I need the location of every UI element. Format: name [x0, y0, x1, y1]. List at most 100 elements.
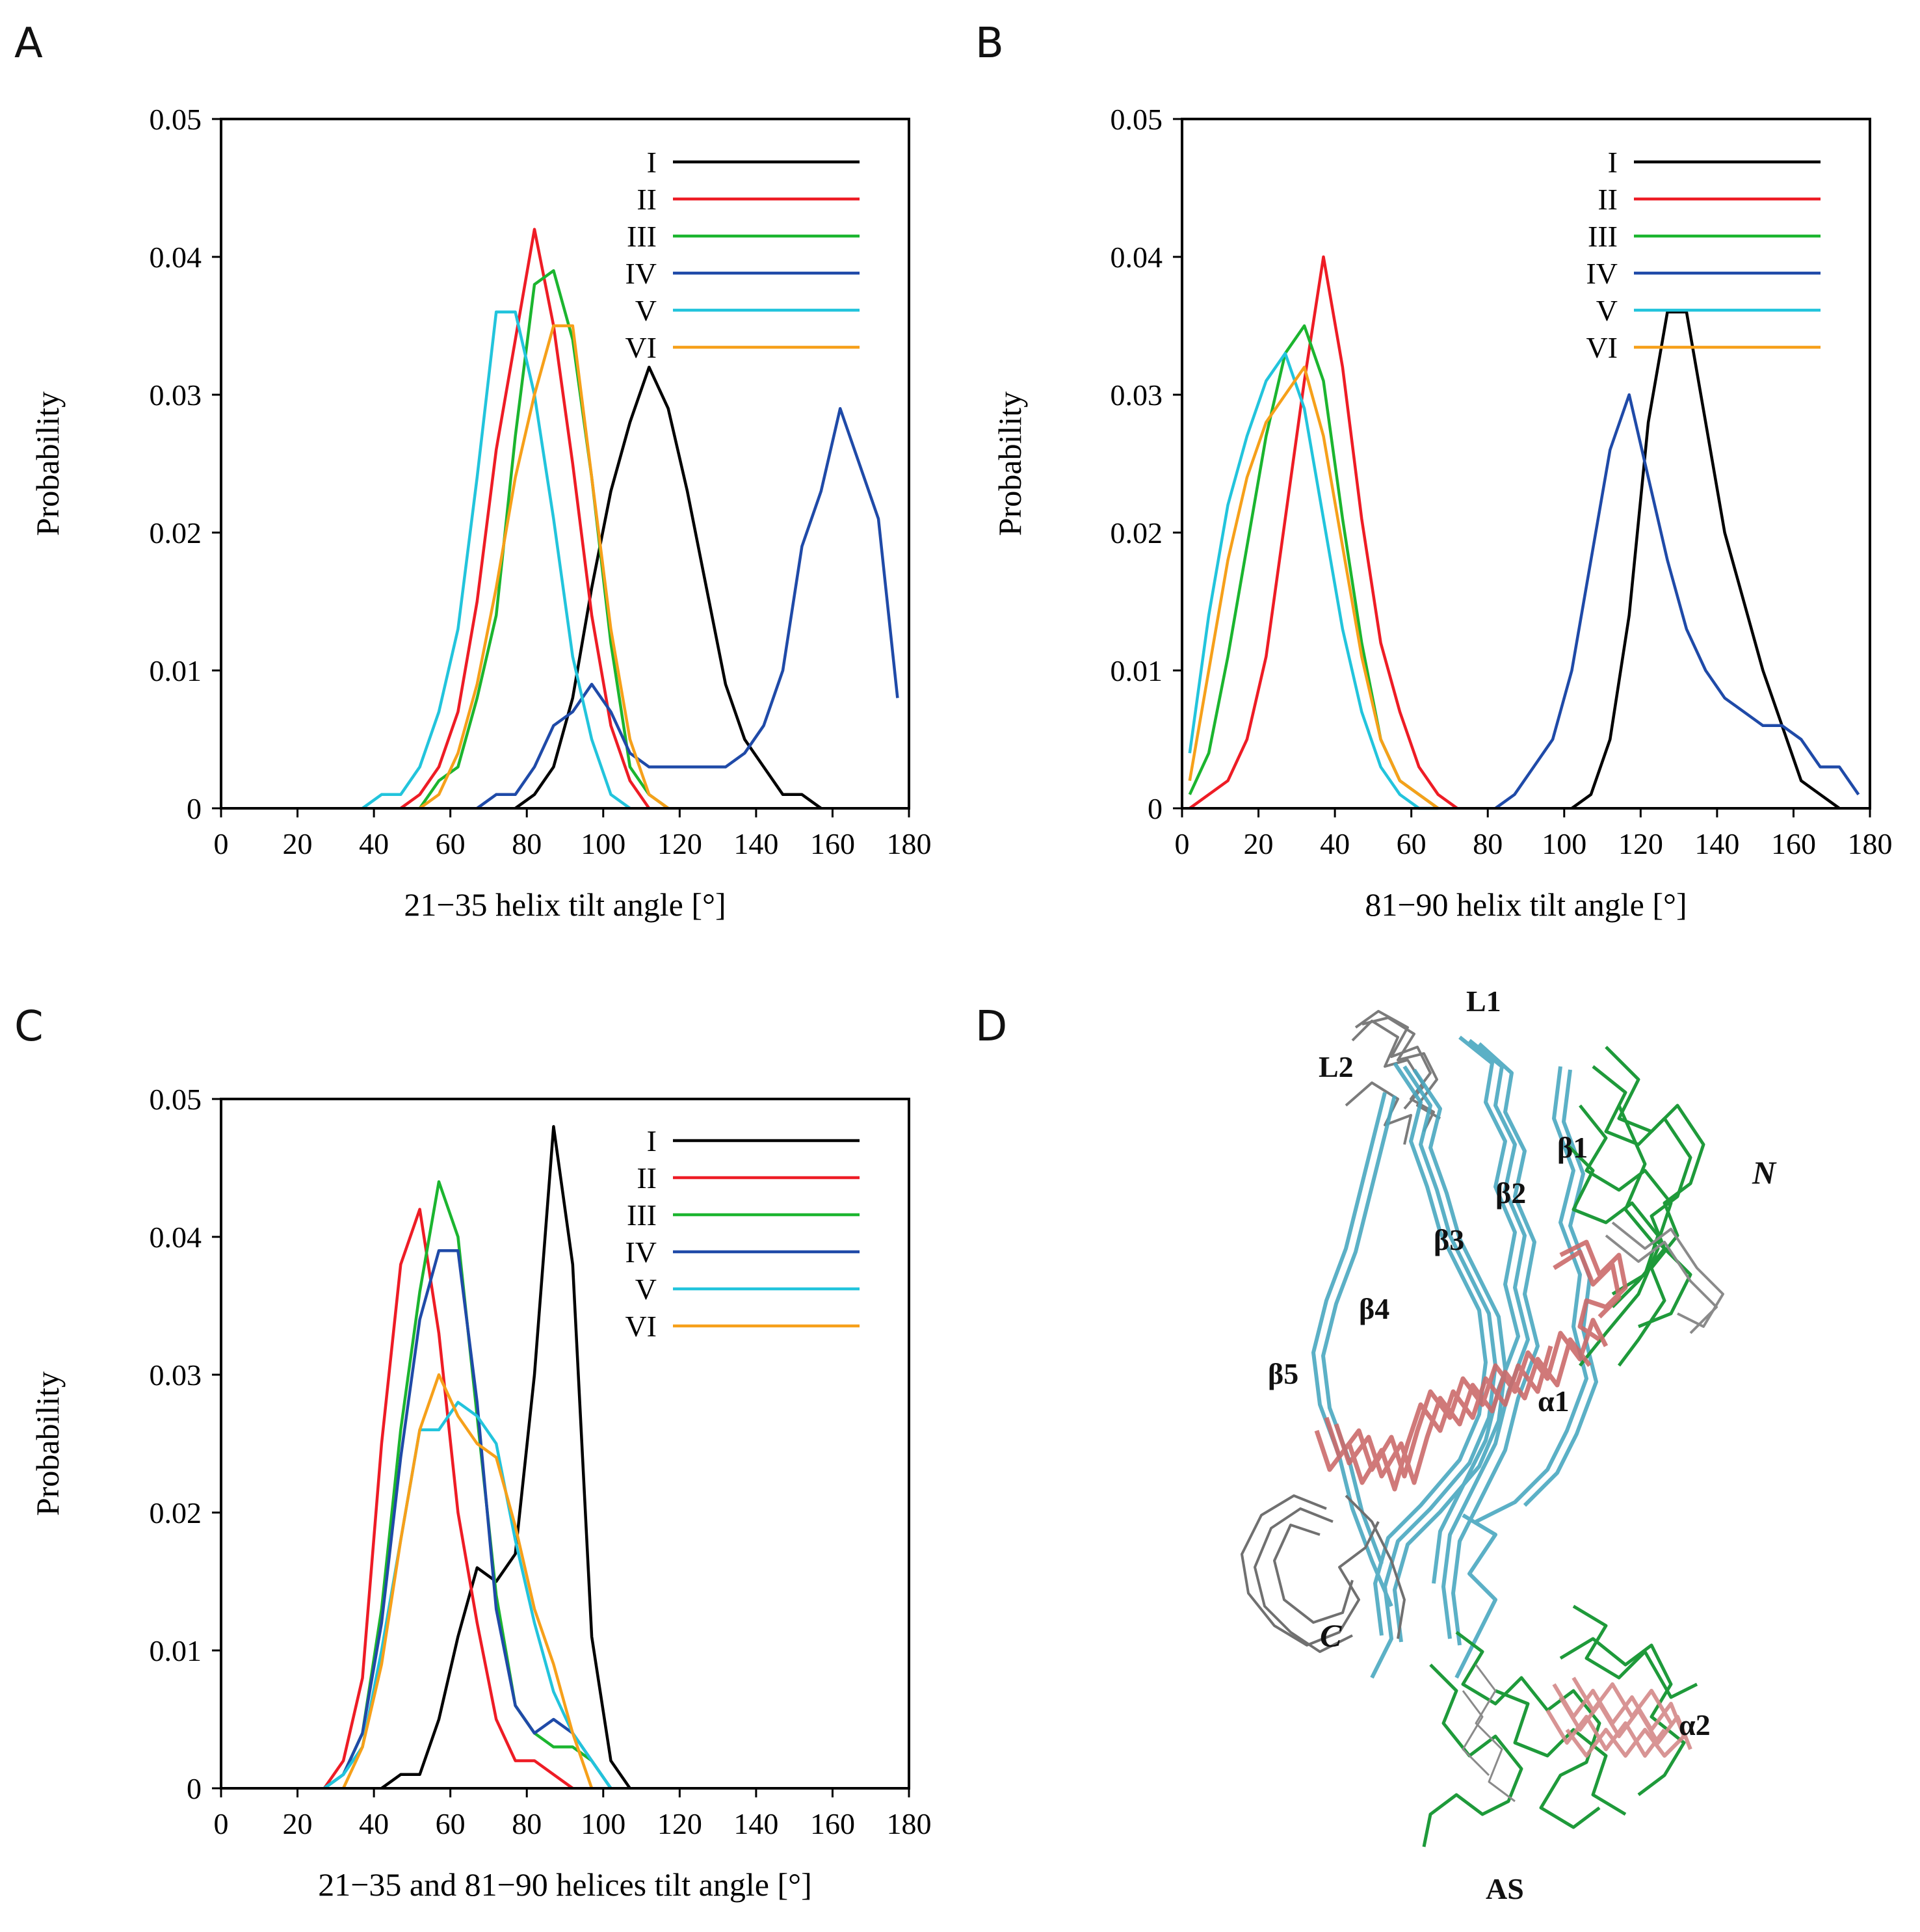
x-tick-label-c-0: 0 — [214, 1807, 229, 1840]
x-tick-label-a-180: 180 — [887, 827, 932, 860]
y-tick-label-b-0.04: 0.04 — [1111, 241, 1163, 274]
x-tick-label-c-160: 160 — [810, 1807, 855, 1840]
chart-a: 0 20 40 60 80 100 120 140 160 180 0 0.01 0.02 0.03 0.0… — [29, 103, 932, 923]
label-l2: L2 — [1319, 1050, 1354, 1083]
protein-structure-illustration: L1 L2 β1 β2 β3 β4 β5 α1 α2 N C AS — [1241, 985, 1777, 1905]
panel-letter-d: D — [975, 1003, 1007, 1051]
x-tick-label-c-180: 180 — [887, 1807, 932, 1840]
legend-label-c-ii: II — [637, 1161, 657, 1195]
label-alpha2: α2 — [1679, 1708, 1711, 1741]
legend-label-b-i: I — [1608, 146, 1618, 179]
series-line-c-ii — [322, 1208, 574, 1790]
x-tick-label-c-120: 120 — [657, 1807, 702, 1840]
x-tick-label-a-100: 100 — [581, 827, 625, 860]
panel-letter-b: B — [975, 20, 1004, 68]
series-line-b-ii — [1189, 255, 1458, 810]
y-tick-label-c-0.01: 0.01 — [150, 1634, 202, 1667]
y-axis-title-c: Probability — [29, 1371, 66, 1516]
plot-frame-b — [1181, 118, 1871, 810]
plot-frame-a — [220, 118, 910, 810]
x-tick-label-a-160: 160 — [810, 827, 855, 860]
x-tick-label-a-80: 80 — [512, 827, 542, 860]
y-axis-title-b: Probability — [992, 391, 1028, 536]
x-tick-label-c-20: 20 — [283, 1807, 313, 1840]
alpha1-helix-red-traces — [1314, 1239, 1628, 1492]
series-line-b-v — [1188, 352, 1438, 810]
y-axis-title-a: Probability — [29, 391, 66, 536]
active-site-gray-traces — [1462, 1664, 1516, 1803]
y-tick-label-b-0.01: 0.01 — [1111, 654, 1163, 687]
x-tick-label-c-40: 40 — [359, 1807, 389, 1840]
x-tick-label-a-60: 60 — [436, 827, 466, 860]
series-line-a-vi — [419, 324, 670, 810]
x-tick-label-c-60: 60 — [436, 1807, 466, 1840]
x-tick-label-c-140: 140 — [733, 1807, 778, 1840]
x-tick-label-b-140: 140 — [1694, 827, 1739, 860]
legend-label-c-iv: IV — [625, 1236, 657, 1269]
label-alpha1: α1 — [1538, 1384, 1570, 1418]
y-tick-label-a-0.01: 0.01 — [150, 654, 202, 687]
chart-c: 0 20 40 60 80 100 120 140 160 180 0 0.01 0.02 0.03 0.0… — [29, 1083, 932, 1903]
legend-label-c-i: I — [647, 1124, 657, 1158]
x-tick-label-b-0: 0 — [1175, 827, 1190, 860]
series-line-c-v — [323, 1401, 612, 1790]
x-tick-label-b-60: 60 — [1397, 827, 1427, 860]
label-l1: L1 — [1466, 985, 1501, 1018]
label-c-terminus: C — [1320, 1617, 1342, 1654]
legend-label-c-vi: VI — [625, 1310, 657, 1343]
legend-label-a-i: I — [647, 146, 657, 179]
x-tick-label-b-160: 160 — [1771, 827, 1816, 860]
y-tick-label-a-0.04: 0.04 — [150, 241, 202, 274]
legend-label-a-vi: VI — [625, 331, 657, 364]
active-site-green-traces — [1422, 1604, 1698, 1847]
c-terminus-gray-traces — [1241, 1494, 1406, 1653]
label-beta3: β3 — [1434, 1223, 1464, 1256]
label-beta1: β1 — [1557, 1131, 1588, 1164]
x-tick-label-b-100: 100 — [1542, 827, 1586, 860]
x-tick-label-a-140: 140 — [733, 827, 778, 860]
legend-label-a-iv: IV — [625, 257, 657, 290]
legend-label-c-v: V — [635, 1273, 657, 1306]
y-tick-label-a-0.05: 0.05 — [150, 103, 202, 136]
legend-label-b-iv: IV — [1586, 257, 1618, 290]
label-n-terminus: N — [1752, 1154, 1777, 1191]
legend-label-a-v: V — [635, 294, 657, 327]
y-tick-label-b-0.05: 0.05 — [1111, 103, 1163, 136]
series-line-b-iv — [1494, 393, 1860, 810]
x-tick-label-b-80: 80 — [1473, 827, 1503, 860]
x-tick-label-a-120: 120 — [657, 827, 702, 860]
x-tick-label-b-120: 120 — [1618, 827, 1663, 860]
y-tick-label-c-0.02: 0.02 — [150, 1496, 202, 1529]
legend-label-b-vi: VI — [1586, 331, 1618, 364]
panel-letter-a: A — [14, 20, 43, 68]
legend-label-b-iii: III — [1588, 220, 1618, 253]
x-tick-label-b-20: 20 — [1244, 827, 1274, 860]
x-axis-title-b: 81−90 helix tilt angle [°] — [1365, 886, 1687, 923]
x-axis-title-c: 21−35 and 81−90 helices tilt angle [°] — [318, 1866, 812, 1903]
series-line-a-i — [514, 365, 822, 810]
label-beta2: β2 — [1495, 1176, 1526, 1210]
chart-b: 0 20 40 60 80 100 120 140 160 180 0 0.01 0.02 0.03 0.0… — [992, 103, 1893, 923]
series-line-a-iv — [476, 406, 899, 810]
y-tick-label-b-0.03: 0.03 — [1111, 378, 1163, 412]
legend-label-c-iii: III — [627, 1198, 657, 1232]
legend-label-a-iii: III — [627, 220, 657, 253]
series-line-c-vi — [342, 1373, 594, 1789]
series-line-b-vi — [1188, 365, 1440, 810]
y-tick-label-a-0.02: 0.02 — [150, 516, 202, 549]
label-active-site: AS — [1486, 1872, 1524, 1905]
y-tick-label-a-0: 0 — [187, 792, 202, 825]
x-tick-label-c-100: 100 — [581, 1807, 625, 1840]
plot-frame-c — [220, 1098, 910, 1790]
series-line-a-v — [362, 310, 631, 810]
x-tick-label-a-20: 20 — [283, 827, 313, 860]
x-axis-title-a: 21−35 helix tilt angle [°] — [404, 886, 726, 923]
x-tick-label-a-0: 0 — [214, 827, 229, 860]
label-beta5: β5 — [1268, 1357, 1298, 1390]
label-beta4: β4 — [1359, 1292, 1389, 1325]
y-tick-label-c-0.03: 0.03 — [150, 1358, 202, 1392]
x-tick-label-c-80: 80 — [512, 1807, 542, 1840]
alpha2-helix-red-traces — [1545, 1676, 1692, 1758]
